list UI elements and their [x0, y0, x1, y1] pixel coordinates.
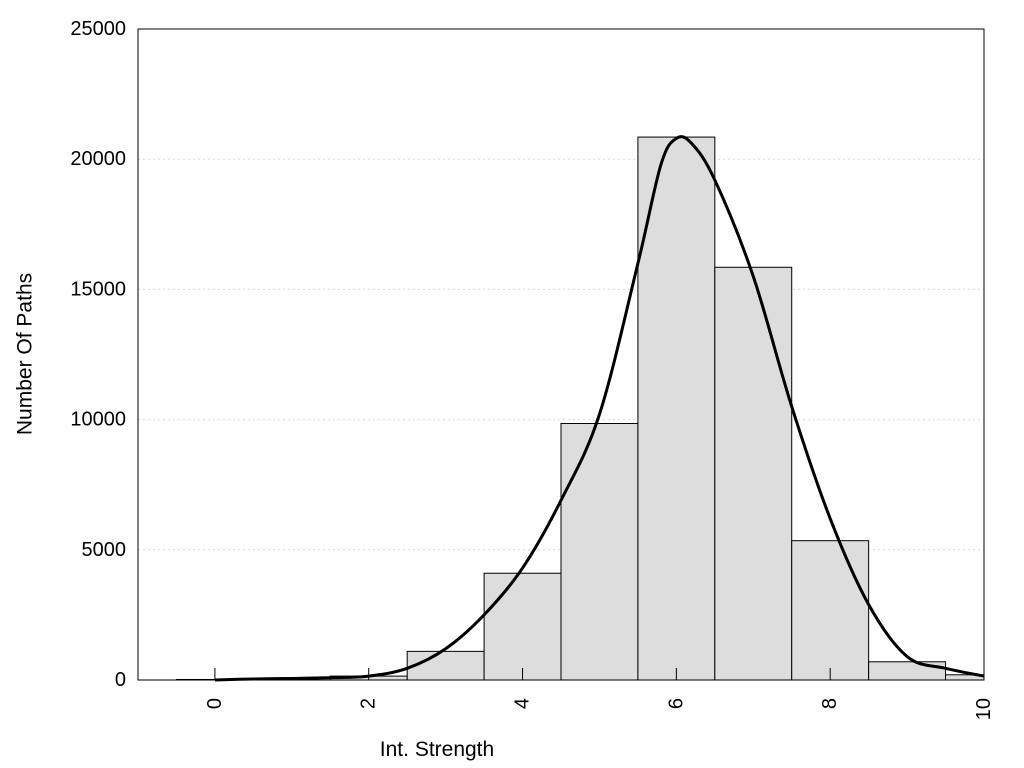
- histogram-bar: [791, 540, 870, 681]
- y-tick-label: 20000: [70, 148, 126, 170]
- x-tick-label: 0: [204, 698, 226, 709]
- histogram-bar: [483, 572, 562, 681]
- histogram-bar: [868, 661, 947, 681]
- x-tick-label: 8: [819, 698, 841, 709]
- x-tick-label: 4: [512, 698, 534, 709]
- y-tick-label: 25000: [70, 18, 126, 40]
- y-axis-title: Number Of Paths: [14, 273, 37, 435]
- x-axis-ticks: 0 2 4 6 8 10: [204, 668, 995, 720]
- histogram-bar: [714, 266, 793, 681]
- x-axis-title: Int. Strength: [380, 738, 494, 761]
- x-tick-label: 2: [358, 698, 380, 709]
- histogram-bars: [175, 136, 985, 681]
- y-tick-label: 0: [115, 669, 126, 691]
- plot-frame: [137, 28, 985, 681]
- histogram-bar: [406, 650, 485, 681]
- y-tick-label: 5000: [82, 539, 127, 561]
- x-tick-label: 10: [973, 698, 995, 720]
- y-axis-ticks: 0 5000 10000 15000 20000 25000: [70, 18, 126, 691]
- y-tick-label: 10000: [70, 409, 126, 431]
- histogram-bar: [560, 423, 639, 681]
- x-tick-label: 6: [665, 698, 687, 709]
- y-tick-label: 15000: [70, 278, 126, 300]
